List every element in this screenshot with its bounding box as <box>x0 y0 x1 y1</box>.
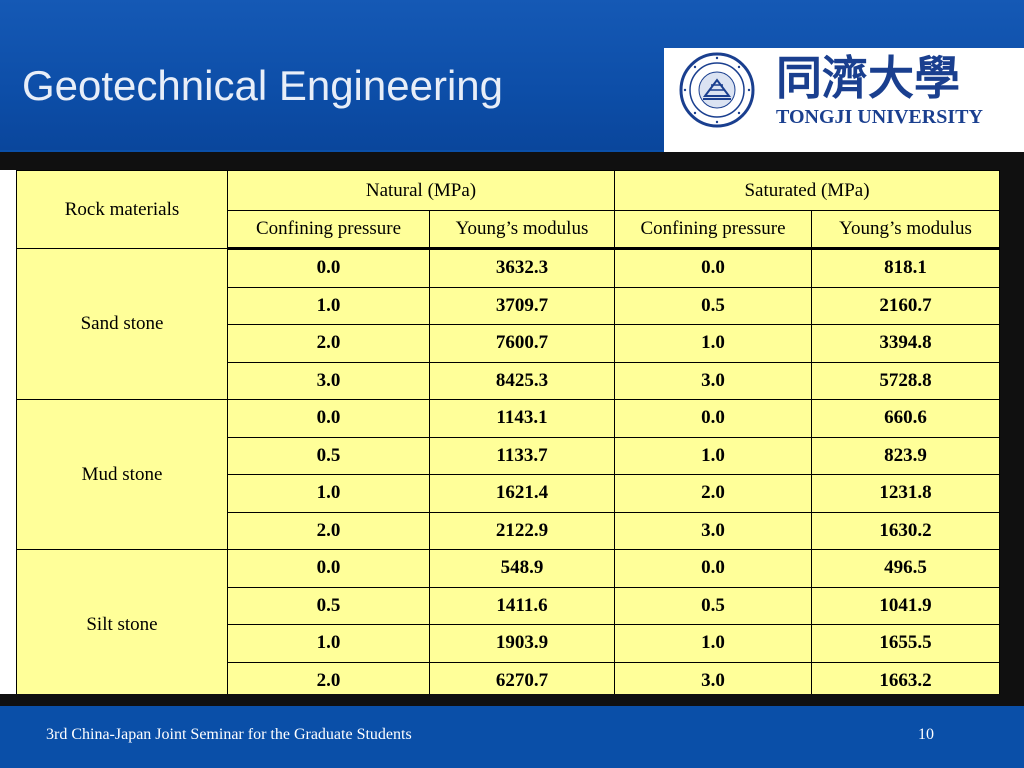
table-row: 2.0 2122.9 3.0 1630.2 <box>17 511 1000 550</box>
table-cell: 2.0 <box>227 511 430 550</box>
footer-divider-band <box>0 694 1024 706</box>
table-row: 1.0 1621.4 2.0 1231.8 <box>17 474 1000 513</box>
table-cell: 823.9 <box>811 436 1000 475</box>
table-cell: 3.0 <box>227 361 430 400</box>
university-seal-icon <box>679 52 755 128</box>
table-cell: 1903.9 <box>429 624 615 663</box>
table-cell: 8425.3 <box>429 361 615 400</box>
table-cell: 1621.4 <box>429 474 615 513</box>
rock-material-cell: Mud stone <box>16 399 228 550</box>
table-cell: 3.0 <box>614 361 812 400</box>
table-row: 2.0 6270.7 3.0 1663.2 <box>17 661 1000 700</box>
table-cell: 7600.7 <box>429 324 615 363</box>
table-cell: 548.9 <box>429 549 615 588</box>
table-cell: 0.0 <box>227 248 430 288</box>
table-cell: 496.5 <box>811 549 1000 588</box>
table-cell: 0.0 <box>614 248 812 288</box>
table-cell: 0.5 <box>614 586 812 625</box>
header-saturated-youngs-modulus: Young’s modulus <box>811 210 1000 250</box>
table-cell: 1655.5 <box>811 624 1000 663</box>
header-rock-materials: Rock materials <box>16 170 228 249</box>
table-cell: 1.0 <box>614 624 812 663</box>
youngs-modulus-table: Rock materials Natural (MPa) Saturated (… <box>16 170 1000 700</box>
university-english-name: TONGJI UNIVERSITY <box>776 106 983 128</box>
table-row: Sand stone 0.0 3632.3 0.0 818.1 <box>16 248 1000 400</box>
rock-material-cell: Sand stone <box>16 248 228 400</box>
table-cell: 0.0 <box>227 549 430 588</box>
university-logo: 同濟大學 TONGJI UNIVERSITY <box>664 48 1024 152</box>
table-cell: 3709.7 <box>429 286 615 325</box>
table-cell: 2160.7 <box>811 286 1000 325</box>
table-cell: 1663.2 <box>811 661 1000 700</box>
rock-material-cell: Silt stone <box>16 549 228 700</box>
table-cell: 1.0 <box>227 286 430 325</box>
slide-title: Geotechnical Engineering <box>22 62 503 109</box>
table-cell: 2.0 <box>227 324 430 363</box>
table-cell: 0.0 <box>614 399 812 438</box>
table-cell: 1231.8 <box>811 474 1000 513</box>
table-cell: 1.0 <box>614 324 812 363</box>
header-natural-confining-pressure: Confining pressure <box>227 210 430 250</box>
table-cell: 5728.8 <box>811 361 1000 400</box>
table-cell: 1041.9 <box>811 586 1000 625</box>
table-row: Silt stone 0.0 548.9 0.0 496.5 <box>16 549 1000 700</box>
table-cell: 1143.1 <box>429 399 615 438</box>
slide-footer <box>0 706 1024 768</box>
table-cell: 0.0 <box>614 549 812 588</box>
table-cell: 2122.9 <box>429 511 615 550</box>
table-cell: 818.1 <box>811 248 1000 288</box>
table-cell: 3394.8 <box>811 324 1000 363</box>
table-subheader-row: Confining pressure Young’s modulus Confi… <box>17 210 1000 250</box>
table-cell: 2.0 <box>614 474 812 513</box>
table-row: 2.0 7600.7 1.0 3394.8 <box>17 324 1000 363</box>
right-margin-band <box>1000 170 1024 700</box>
left-margin <box>0 170 16 700</box>
table-row: 3.0 8425.3 3.0 5728.8 <box>17 361 1000 400</box>
header-natural: Natural (MPa) <box>227 170 615 211</box>
header-saturated-confining-pressure: Confining pressure <box>614 210 812 250</box>
university-chinese-name-logo: 同濟大學 <box>776 51 960 104</box>
table-cell: 6270.7 <box>429 661 615 700</box>
table-cell: 3632.3 <box>429 248 615 288</box>
header-divider-band <box>0 152 1024 170</box>
table-row: 1.0 3709.7 0.5 2160.7 <box>17 286 1000 325</box>
table-row: Mud stone 0.0 1143.1 0.0 660.6 <box>16 399 1000 550</box>
table-row: 1.0 1903.9 1.0 1655.5 <box>17 624 1000 663</box>
table-cell: 3.0 <box>614 511 812 550</box>
table-row: 0.5 1133.7 1.0 823.9 <box>17 436 1000 475</box>
table-cell: 1.0 <box>614 436 812 475</box>
table-cell: 1.0 <box>227 474 430 513</box>
header-natural-youngs-modulus: Young’s modulus <box>429 210 615 250</box>
table-cell: 1630.2 <box>811 511 1000 550</box>
table-cell: 1133.7 <box>429 436 615 475</box>
table-cell: 1411.6 <box>429 586 615 625</box>
footer-seminar-text: 3rd China-Japan Joint Seminar for the Gr… <box>46 726 412 743</box>
table-header-row: Rock materials Natural (MPa) Saturated (… <box>16 170 1000 249</box>
table-cell: 0.0 <box>227 399 430 438</box>
page-number: 10 <box>918 726 934 743</box>
cn-name-text: 同濟大學 <box>776 51 960 104</box>
table-cell: 1.0 <box>227 624 430 663</box>
table-cell: 0.5 <box>227 586 430 625</box>
header-saturated: Saturated (MPa) <box>614 170 1000 211</box>
table-cell: 660.6 <box>811 399 1000 438</box>
table-cell: 0.5 <box>227 436 430 475</box>
table-cell: 0.5 <box>614 286 812 325</box>
